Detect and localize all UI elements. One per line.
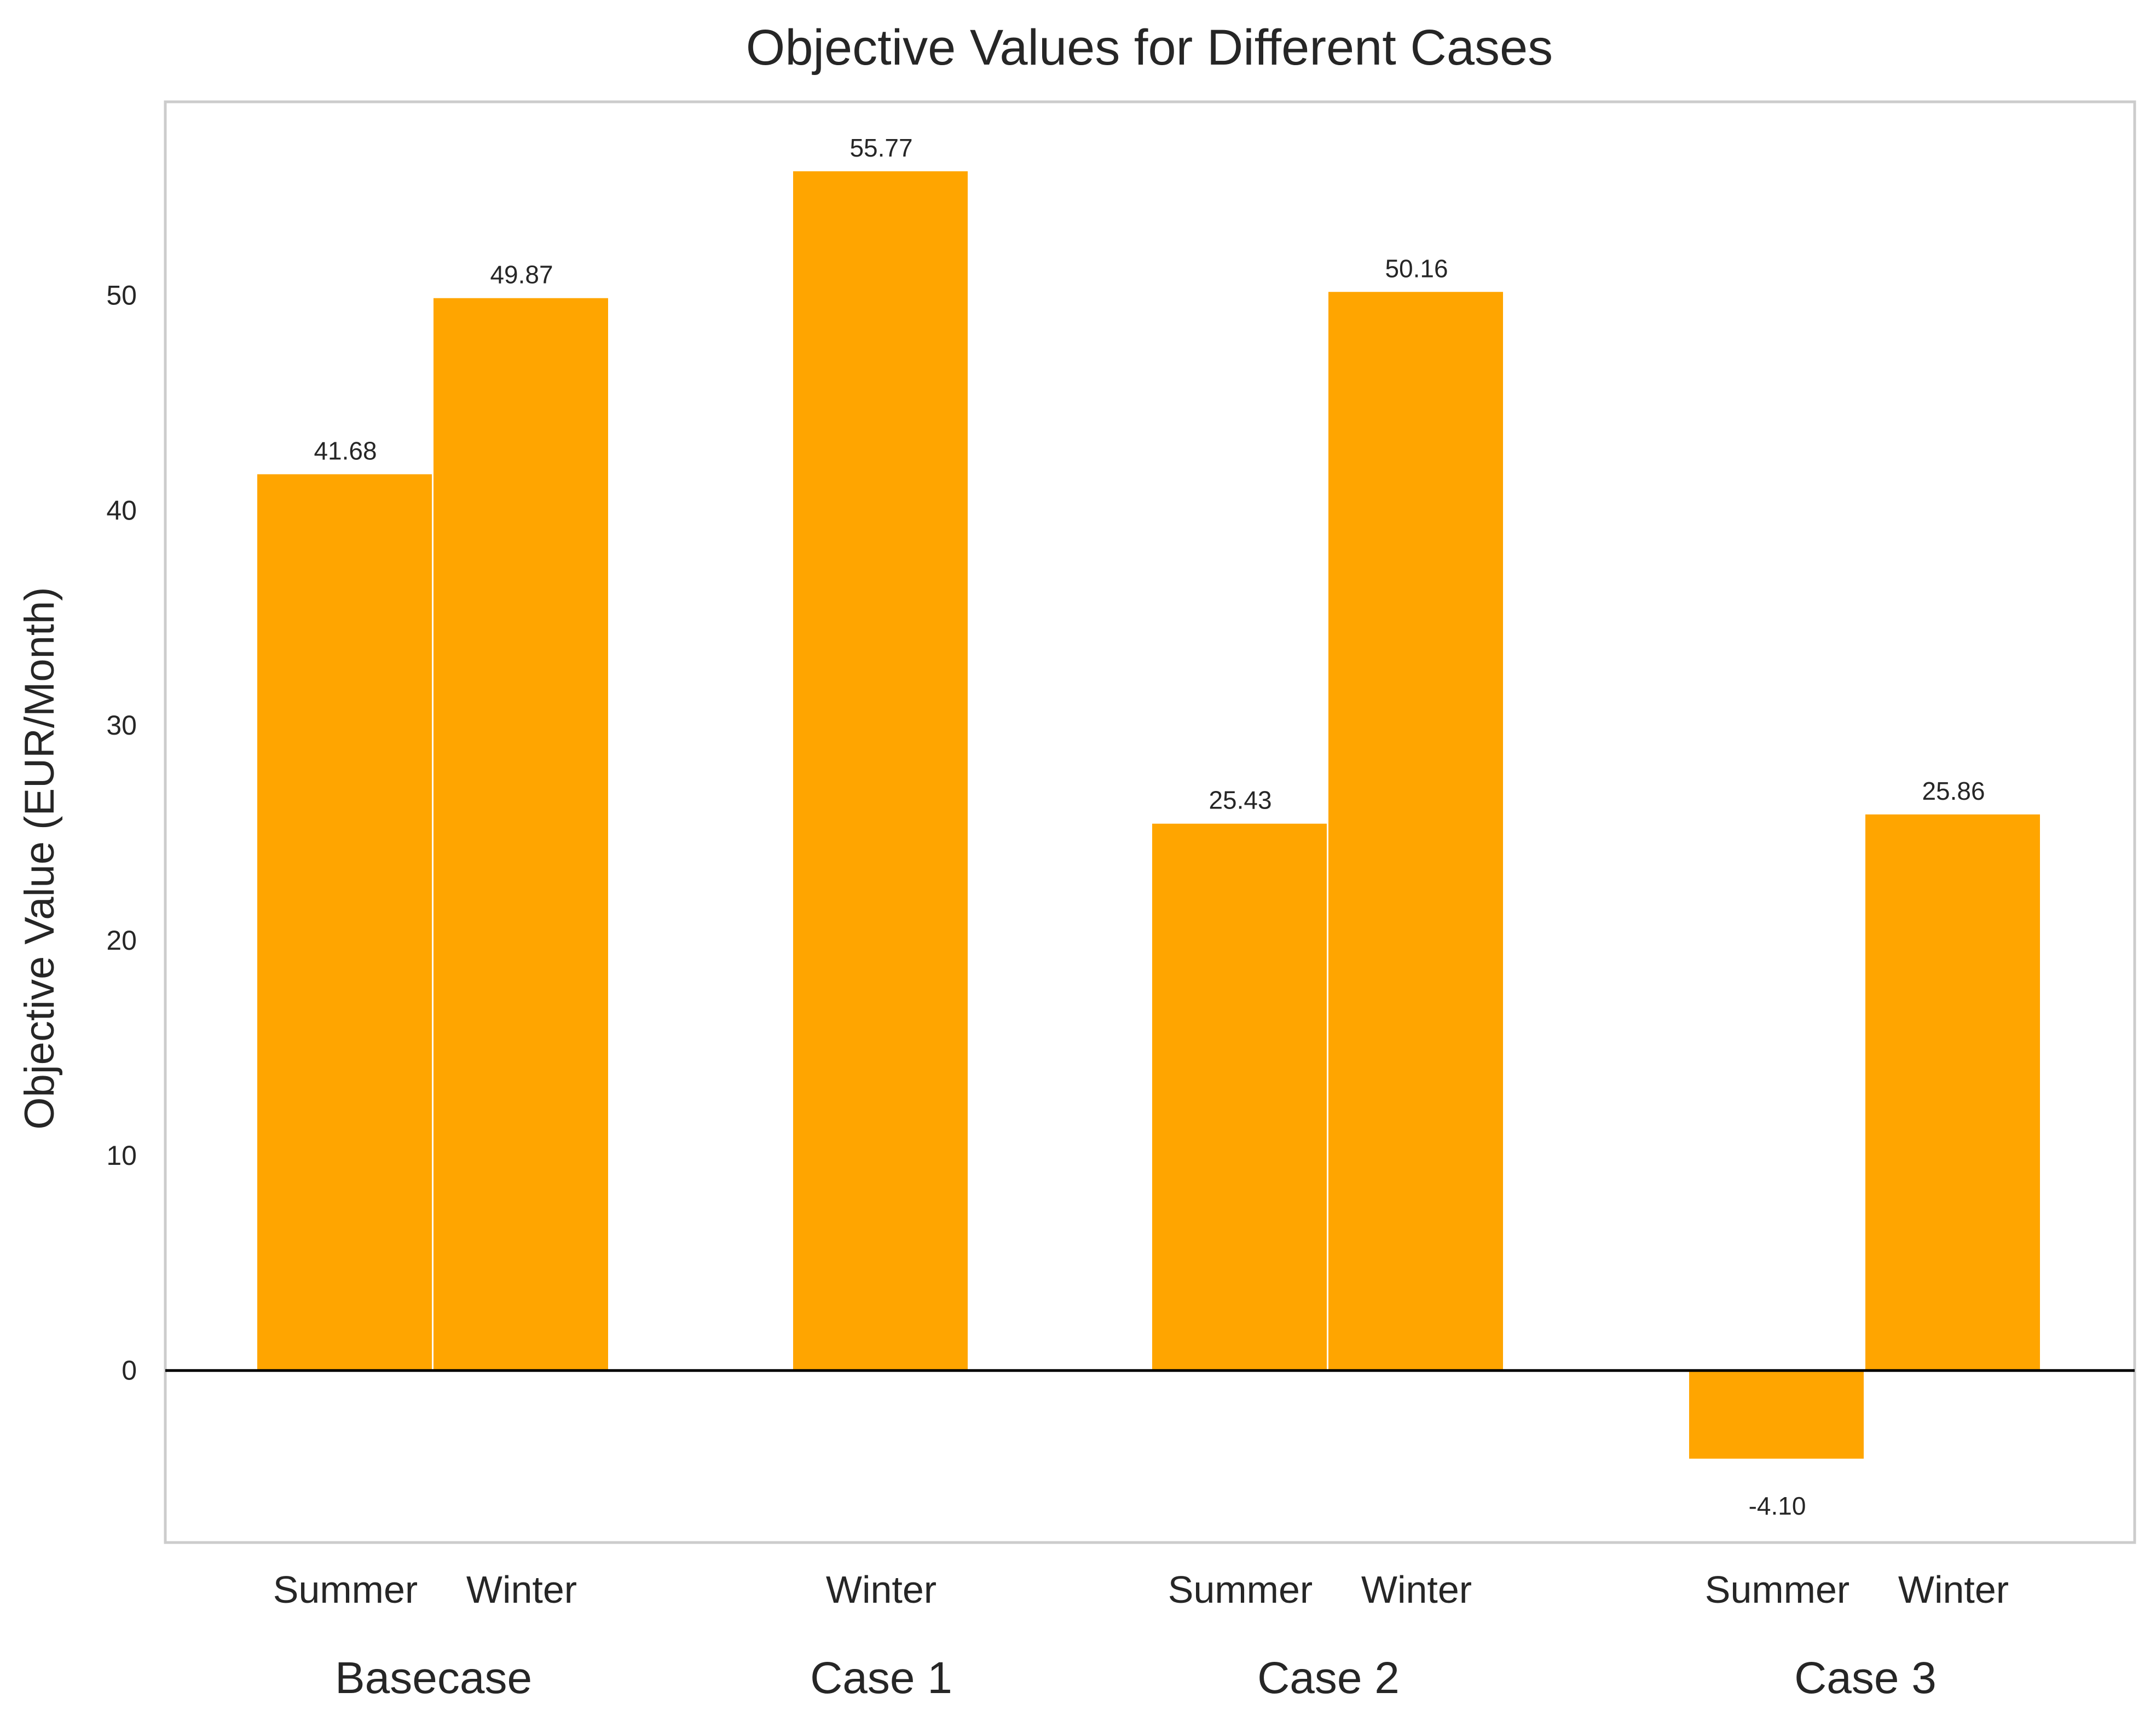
x-tick-label: Winter [1361, 1568, 1472, 1611]
bar-case-3-winter [1865, 814, 2040, 1371]
bar-basecase-summer [257, 474, 432, 1371]
x-tick-label: Winter [466, 1568, 577, 1611]
y-axis-label: Objective Value (EUR/Month) [16, 587, 63, 1129]
x-tick-label: Winter [826, 1568, 937, 1611]
y-tick-label: 30 [106, 710, 137, 741]
x-tick-label: Summer [1168, 1568, 1313, 1611]
bar-case-2-winter [1328, 292, 1503, 1371]
group-label: Case 1 [810, 1653, 952, 1703]
bar-basecase-winter [433, 298, 608, 1371]
data-label: 50.16 [1385, 254, 1448, 282]
y-tick-label: 40 [106, 495, 137, 525]
bars-layer: 41.68 49.87 55.77 25.43 50.16 -4.10 25.86 [257, 134, 2040, 1520]
data-label: 25.43 [1209, 786, 1271, 815]
plot-frame [164, 100, 2136, 1544]
data-label: -4.10 [1749, 1492, 1806, 1520]
bar-case-1-winter [793, 171, 968, 1371]
y-tick-label: 50 [106, 280, 137, 311]
x-axis-labels: Summer Winter Basecase Winter Case 1 Summer Wi… [273, 1568, 2009, 1703]
data-label: 41.68 [314, 436, 377, 465]
x-tick-label: Summer [1705, 1568, 1849, 1611]
group-label: Basecase [335, 1653, 532, 1703]
data-label: 49.87 [490, 261, 553, 289]
y-tick-label: 0 [122, 1355, 137, 1386]
data-label: 25.86 [1922, 777, 1985, 805]
chart-title: Objective Values for Different Cases [746, 20, 1553, 76]
group-label: Case 3 [1794, 1653, 1937, 1703]
bar-case-2-summer [1152, 823, 1327, 1371]
y-tick-label: 10 [106, 1140, 137, 1171]
x-tick-label: Winter [1898, 1568, 2009, 1611]
bar-case-3-summer [1689, 1370, 1864, 1459]
y-tick-label: 20 [106, 925, 137, 956]
data-label: 55.77 [849, 134, 912, 162]
y-axis-ticks: 0 10 20 30 40 50 [106, 280, 137, 1386]
group-label: Case 2 [1257, 1653, 1400, 1703]
x-tick-label: Summer [273, 1568, 418, 1611]
